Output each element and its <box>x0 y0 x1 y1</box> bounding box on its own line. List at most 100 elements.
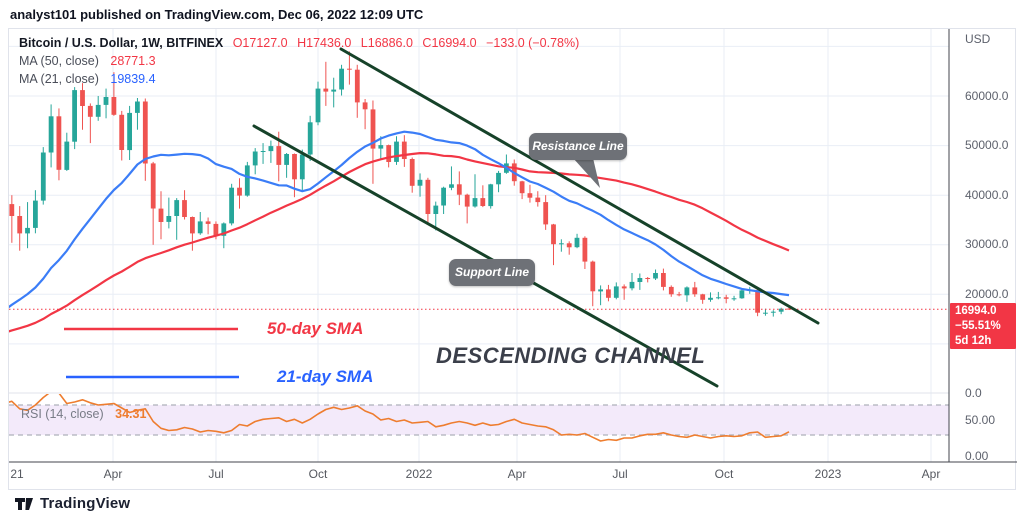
candle-body <box>464 194 470 207</box>
candle-body <box>307 122 313 155</box>
time-tick-7: Oct <box>714 467 734 481</box>
candle-body <box>559 243 564 245</box>
candle-body <box>48 116 54 153</box>
candle-body <box>598 289 603 292</box>
low-value: L16886.0 <box>360 36 413 50</box>
candle-body <box>72 90 77 142</box>
ma21-legend: MA (21, close) 19839.4 <box>19 72 156 86</box>
candle-body <box>566 243 572 248</box>
candle-body <box>606 289 611 298</box>
candle-body <box>535 197 541 203</box>
time-tick-4: 2022 <box>405 467 433 481</box>
candle-body <box>119 114 125 150</box>
candle-body <box>684 287 690 296</box>
candle-body <box>142 101 148 164</box>
candle-body <box>299 154 305 180</box>
candle-body <box>472 198 478 207</box>
ma50-label: MA (50, close) <box>19 54 99 68</box>
time-tick-5: Apr <box>507 467 527 481</box>
candle-body <box>441 187 446 206</box>
candle-body <box>268 146 274 152</box>
time-tick-9: Apr <box>921 467 941 481</box>
symbol-legend: Bitcoin / U.S. Dollar, 1W, BITFINEX O171… <box>19 36 579 50</box>
candle-body <box>339 68 344 90</box>
candle-body <box>87 105 93 117</box>
rsi-tick-0: 50.00 <box>965 413 996 427</box>
ma50-legend: MA (50, close) 28771.3 <box>19 54 156 68</box>
tradingview-footer-link[interactable]: TradingView <box>14 495 130 512</box>
candle-body <box>676 294 682 296</box>
candle-body <box>668 286 674 295</box>
price-tick-0: 60000.0 <box>965 89 1009 103</box>
candles-layer <box>9 51 792 317</box>
candle-body <box>637 278 643 282</box>
time-tick-8: 2023 <box>814 467 842 481</box>
candle-body <box>25 227 30 234</box>
ma50-value: 28771.3 <box>110 54 156 68</box>
candle-body <box>433 205 439 214</box>
time-tick-3: Oct <box>308 467 328 481</box>
candle-body <box>292 154 297 180</box>
page-title: analyst101 published on TradingView.com,… <box>10 7 424 22</box>
candle-body <box>370 109 376 149</box>
candle-body <box>519 181 525 194</box>
candle-body <box>417 179 423 186</box>
candle-body <box>551 224 556 245</box>
price-tick-5: 0.0 <box>965 386 982 400</box>
descending-channel-annotation[interactable]: DESCENDING CHANNEL <box>436 343 706 368</box>
candle-body <box>401 141 407 159</box>
ma21-label: MA (21, close) <box>19 72 99 86</box>
candle-body <box>190 217 195 234</box>
candle-body <box>700 294 706 300</box>
candle-body <box>645 278 651 279</box>
candle-body <box>135 101 140 113</box>
price-axis-currency[interactable]: USD <box>965 32 991 46</box>
resistance-line-tooltip[interactable]: Resistance Line <box>529 133 627 160</box>
candle-body <box>205 221 211 224</box>
candle-body <box>394 141 399 162</box>
support-trendline[interactable] <box>252 124 719 388</box>
time-tick-6: Jul <box>612 467 628 481</box>
candlestick-chart-canvas[interactable] <box>8 28 1018 492</box>
candle-body <box>692 287 698 295</box>
candle-body <box>103 97 109 105</box>
candle-body <box>527 193 533 198</box>
candle-body <box>150 163 156 209</box>
candle-body <box>480 198 486 206</box>
candle-body <box>716 297 721 299</box>
candle-body <box>127 112 132 151</box>
ma21-line <box>9 130 790 309</box>
candle-body <box>276 146 282 165</box>
time-tick-1: Apr <box>103 467 123 481</box>
candle-body <box>378 145 384 149</box>
candle-body <box>174 200 180 216</box>
chart-widget[interactable]: Bitcoin / U.S. Dollar, 1W, BITFINEX O171… <box>8 28 1018 492</box>
support-line-tooltip[interactable]: Support Line <box>449 259 535 286</box>
symbol-name: Bitcoin / U.S. Dollar, 1W, BITFINEX <box>19 36 224 50</box>
rsi-legend: RSI (14, close) 34.31 <box>21 407 146 421</box>
candle-body <box>755 289 760 313</box>
candle-body <box>182 200 187 217</box>
resistance-tooltip-tail <box>573 158 600 188</box>
price-tick-1: 50000.0 <box>965 138 1009 152</box>
rsi-band <box>9 405 949 435</box>
time-tick-2: Jul <box>208 467 224 481</box>
candle-body <box>386 145 392 162</box>
candle-body <box>17 216 23 234</box>
candle-body <box>763 312 768 314</box>
candle-body <box>244 165 250 196</box>
resistance-trendline[interactable] <box>339 47 820 325</box>
candle-body <box>166 216 172 222</box>
ma21-value: 19839.4 <box>110 72 156 86</box>
candle-body <box>64 141 70 170</box>
footer-brand-text: TradingView <box>40 495 131 512</box>
candle-body <box>221 223 227 236</box>
candle-body <box>739 290 745 299</box>
rsi-label: RSI (14, close) <box>21 407 104 421</box>
sma50-annotation[interactable]: 50-day SMA <box>267 319 364 338</box>
rsi-tick-1: 0.00 <box>965 449 989 463</box>
candle-body <box>496 172 501 185</box>
candle-body <box>347 68 352 70</box>
sma21-annotation[interactable]: 21-day SMA <box>277 367 374 386</box>
candle-body <box>629 281 635 289</box>
